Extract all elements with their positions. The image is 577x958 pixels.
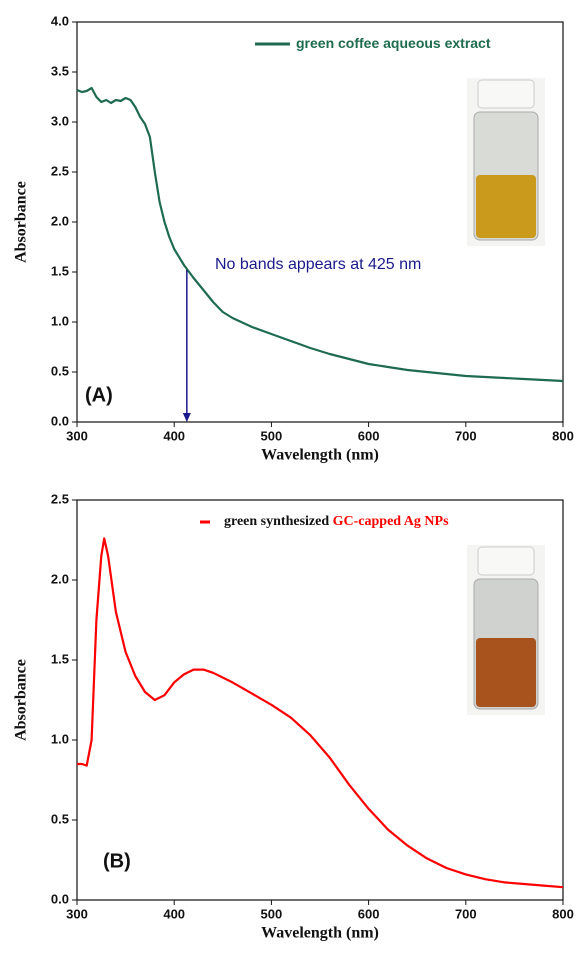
legend-label-text: green synthesized: [224, 514, 329, 529]
x-tick-label: 400: [163, 428, 185, 443]
x-tick-label: 800: [552, 428, 574, 443]
x-axis-title: Wavelength (nm): [261, 447, 379, 464]
y-tick-label: 4.0: [51, 13, 69, 28]
y-tick-label: 2.0: [51, 213, 69, 228]
y-tick-label: 0.0: [51, 413, 69, 428]
y-tick-label: 1.0: [51, 313, 69, 328]
y-tick-label: 1.0: [51, 731, 69, 746]
y-tick-label: 3.0: [51, 113, 69, 128]
annotation: No bands appears at 425 nm: [215, 256, 421, 273]
legend-label: green coffee aqueous extract: [296, 35, 491, 51]
x-tick-label: 400: [163, 906, 185, 921]
panel-label: (B): [103, 850, 131, 872]
legend-label: green synthesized GC-capped Ag NPs: [224, 514, 449, 529]
x-tick-label: 500: [261, 428, 283, 443]
y-axis-title: Absorbance: [13, 659, 30, 741]
y-tick-label: 0.5: [51, 363, 69, 378]
panel-label: (A): [85, 384, 113, 406]
x-tick-label: 700: [455, 428, 477, 443]
vial-photo-b: [467, 545, 545, 715]
y-tick-label: 1.5: [51, 651, 69, 666]
y-tick-label: 0.0: [51, 891, 69, 906]
y-tick-label: 2.5: [51, 491, 69, 506]
legend-label-suffix: GC-capped Ag NPs: [333, 514, 449, 529]
figure: 300 400 500 600 700 800 0.0 0.5 1.0 1.5 2.0 2.5 3.0 3…: [0, 0, 577, 958]
y-tick-label: 0.5: [51, 811, 69, 826]
y-axis-title: Absorbance: [13, 181, 30, 263]
y-tick-label: 2.5: [51, 163, 69, 178]
x-tick-label: 300: [66, 906, 88, 921]
arrow-head: [183, 413, 191, 422]
y-tick-label: 2.0: [51, 571, 69, 586]
x-tick-label: 600: [358, 906, 380, 921]
y-tick-label: 3.5: [51, 63, 69, 78]
vial-photo-a: [467, 78, 545, 246]
x-tick-label: 600: [358, 428, 380, 443]
x-tick-label: 500: [261, 906, 283, 921]
x-tick-label: 300: [66, 428, 88, 443]
y-tick-label: 1.5: [51, 263, 69, 278]
x-axis-title: Wavelength (nm): [261, 925, 379, 942]
x-tick-label: 700: [455, 906, 477, 921]
x-tick-label: 800: [552, 906, 574, 921]
legend-label-text: green coffee aqueous extract: [296, 35, 491, 51]
